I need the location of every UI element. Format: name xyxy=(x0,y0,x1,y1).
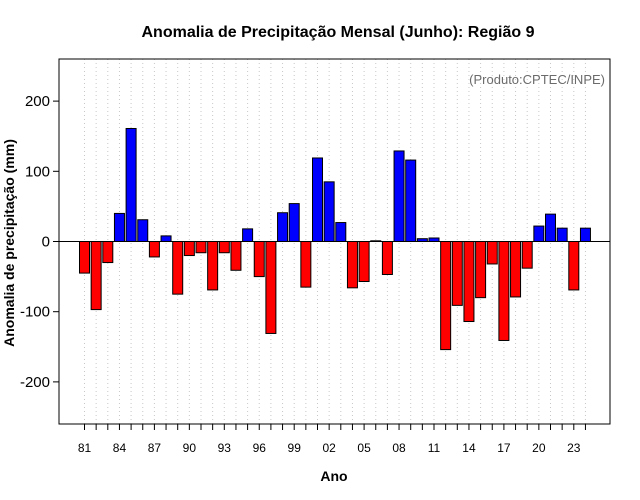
x-axis: 81 84 87 90 93 96 99 02 05 08 11 14 17 20 23 xyxy=(78,424,586,455)
bar-1996 xyxy=(253,241,265,278)
bar-2013 xyxy=(451,241,463,306)
x-tick-label: 17 xyxy=(497,441,511,455)
bar-2002 xyxy=(323,181,335,242)
bar-2019 xyxy=(521,241,533,269)
bar-1995 xyxy=(242,228,254,243)
bar-2017 xyxy=(498,241,510,341)
x-tick-label: 87 xyxy=(148,441,162,455)
bar-1990 xyxy=(183,241,195,257)
bar-2014 xyxy=(463,241,475,323)
bar-1987 xyxy=(148,241,160,258)
bar-2000 xyxy=(300,241,312,288)
bar-1983 xyxy=(102,241,114,264)
bar-2023 xyxy=(568,241,580,291)
x-tick-label: 14 xyxy=(462,441,476,455)
bar-2018 xyxy=(510,241,522,298)
bar-2007 xyxy=(381,241,393,275)
bar-2022 xyxy=(556,227,568,243)
grid-lines xyxy=(84,59,586,424)
bar-1997 xyxy=(265,241,277,334)
bar-2009 xyxy=(405,159,417,242)
x-tick-label: 08 xyxy=(392,441,406,455)
bar-1992 xyxy=(207,241,219,291)
bar-1982 xyxy=(90,241,102,311)
x-tick-label: 90 xyxy=(183,441,197,455)
bar-2011 xyxy=(428,237,440,243)
bars xyxy=(79,127,591,351)
x-tick-label: 96 xyxy=(253,441,267,455)
bar-1991 xyxy=(195,241,207,254)
x-tick-label: 93 xyxy=(218,441,232,455)
bar-1984 xyxy=(113,212,125,243)
x-tick-label: 23 xyxy=(567,441,581,455)
x-tick-label: 05 xyxy=(357,441,371,455)
y-axis-label: Anomalia de precipitação (mm) xyxy=(1,139,17,347)
y-tick-label: 200 xyxy=(25,93,50,110)
x-tick-label: 20 xyxy=(532,441,546,455)
bar-2005 xyxy=(358,241,370,283)
bar-2024 xyxy=(579,227,591,243)
bar-2004 xyxy=(346,241,358,289)
bar-1989 xyxy=(172,241,184,295)
chart-title: Anomalia de Precipitação Mensal (Junho):… xyxy=(142,24,535,41)
bar-1998 xyxy=(277,212,289,243)
y-tick-label: -100 xyxy=(20,304,50,321)
bar-1993 xyxy=(218,241,230,254)
bar-1999 xyxy=(288,203,300,243)
bar-1986 xyxy=(137,219,149,243)
bar-1985 xyxy=(125,127,137,242)
bar-2015 xyxy=(475,241,487,299)
bar-2020 xyxy=(533,225,545,243)
bar-2012 xyxy=(440,241,452,351)
bar-1994 xyxy=(230,241,242,271)
bar-2016 xyxy=(486,241,498,265)
x-tick-label: 84 xyxy=(113,441,127,455)
x-axis-label: Ano xyxy=(320,468,347,484)
bar-2001 xyxy=(312,157,323,243)
bar-2008 xyxy=(393,150,405,242)
bar-1981 xyxy=(79,241,90,274)
y-tick-label: -200 xyxy=(20,374,50,391)
y-tick-label: 100 xyxy=(25,163,50,180)
bar-2003 xyxy=(335,222,347,243)
credit-annotation: (Produto:CPTEC/INPE) xyxy=(469,72,605,87)
x-tick-label: 99 xyxy=(288,441,302,455)
bar-2021 xyxy=(545,213,556,242)
x-tick-label: 02 xyxy=(322,441,336,455)
bar-1988 xyxy=(160,235,172,242)
y-axis: -200 -100 0 100 200 xyxy=(20,93,59,391)
x-tick-label: 81 xyxy=(78,441,92,455)
y-tick-label: 0 xyxy=(42,234,50,251)
x-tick-label: 11 xyxy=(428,441,441,455)
